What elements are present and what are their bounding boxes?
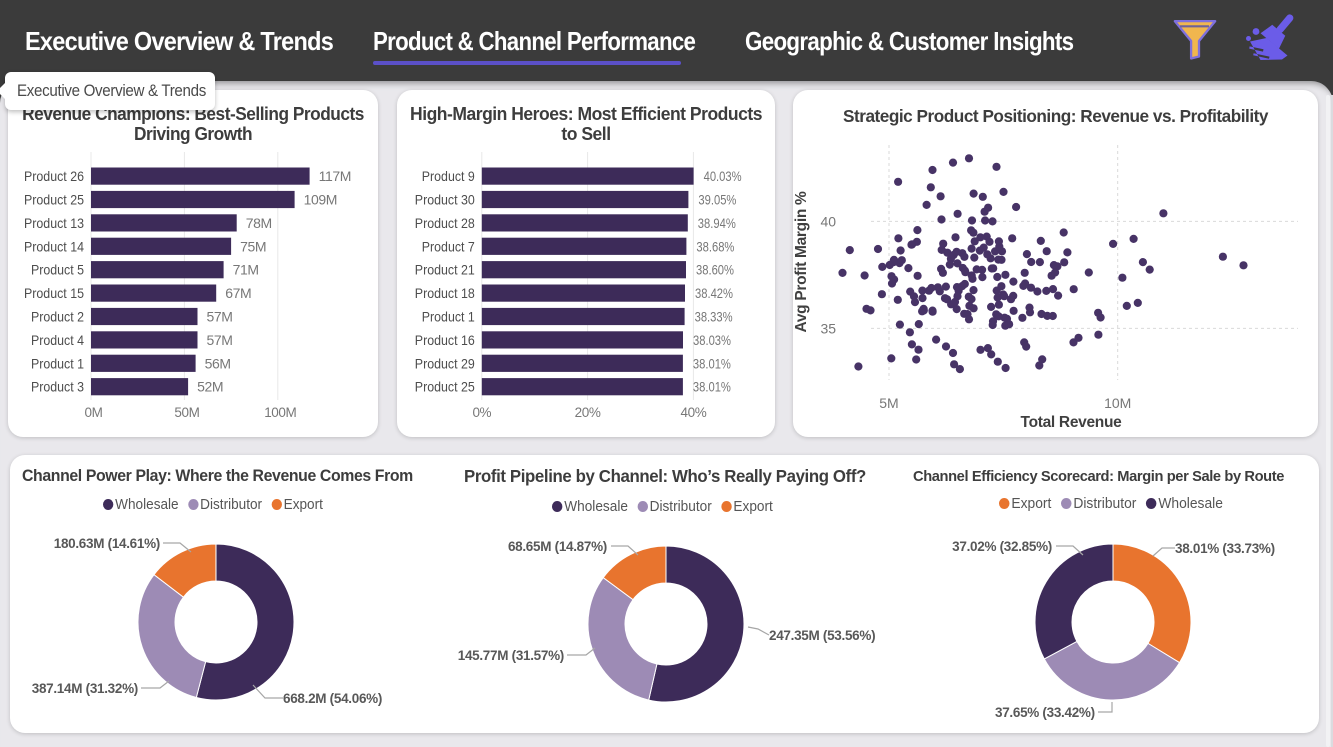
svg-text:56M: 56M xyxy=(205,355,231,371)
svg-text:Product 7: Product 7 xyxy=(422,238,475,254)
svg-text:Avg Profit Margin %: Avg Profit Margin % xyxy=(793,191,810,333)
svg-text:Product 30: Product 30 xyxy=(415,192,475,208)
svg-text:38.01%: 38.01% xyxy=(693,355,731,371)
svg-text:38.42%: 38.42% xyxy=(695,285,733,301)
svg-text:40: 40 xyxy=(821,213,837,229)
svg-text:Product 1: Product 1 xyxy=(31,355,84,371)
svg-text:117M: 117M xyxy=(319,168,351,184)
svg-text:35: 35 xyxy=(821,320,837,336)
svg-text:38.33%: 38.33% xyxy=(695,309,733,325)
svg-text:Product 26: Product 26 xyxy=(24,168,84,184)
svg-text:Product 2: Product 2 xyxy=(31,309,84,325)
svg-text:39.05%: 39.05% xyxy=(698,192,736,208)
svg-text:57M: 57M xyxy=(207,332,233,348)
svg-text:Product 16: Product 16 xyxy=(415,332,475,348)
svg-text:20%: 20% xyxy=(575,405,601,420)
svg-text:5M: 5M xyxy=(879,395,898,411)
svg-text:Product 28: Product 28 xyxy=(415,215,475,231)
svg-text:57M: 57M xyxy=(207,309,233,325)
svg-text:38.94%: 38.94% xyxy=(698,215,736,231)
svg-text:Product 9: Product 9 xyxy=(422,168,475,184)
svg-text:Product 3: Product 3 xyxy=(31,379,84,395)
svg-text:0M: 0M xyxy=(85,405,103,420)
svg-text:100M: 100M xyxy=(264,405,296,420)
svg-text:109M: 109M xyxy=(304,192,337,208)
svg-text:40.03%: 40.03% xyxy=(704,168,742,184)
svg-text:52M: 52M xyxy=(197,379,223,395)
svg-text:Product 21: Product 21 xyxy=(415,262,475,278)
svg-text:Product 25: Product 25 xyxy=(24,192,84,208)
svg-text:38.03%: 38.03% xyxy=(693,332,731,348)
svg-text:78M: 78M xyxy=(246,215,272,231)
svg-text:75M: 75M xyxy=(240,238,266,254)
svg-text:Total Revenue: Total Revenue xyxy=(1021,414,1123,431)
svg-text:Product 29: Product 29 xyxy=(415,355,475,371)
svg-text:38.60%: 38.60% xyxy=(696,262,734,278)
svg-text:Product 14: Product 14 xyxy=(24,238,84,254)
svg-text:50M: 50M xyxy=(174,405,199,420)
svg-text:40%: 40% xyxy=(680,405,706,420)
svg-text:67M: 67M xyxy=(225,285,251,301)
svg-text:10M: 10M xyxy=(1104,395,1131,411)
svg-text:Product 15: Product 15 xyxy=(24,285,84,301)
svg-text:Product 5: Product 5 xyxy=(31,262,84,278)
svg-text:0%: 0% xyxy=(472,405,491,420)
svg-text:Product 25: Product 25 xyxy=(415,379,475,395)
svg-text:71M: 71M xyxy=(233,262,259,278)
svg-text:Product 4: Product 4 xyxy=(31,332,84,348)
svg-text:38.01%: 38.01% xyxy=(693,379,731,395)
svg-text:38.68%: 38.68% xyxy=(696,238,734,254)
svg-text:Product 13: Product 13 xyxy=(24,215,84,231)
svg-text:Product 1: Product 1 xyxy=(422,309,475,325)
svg-text:Product 18: Product 18 xyxy=(415,285,475,301)
